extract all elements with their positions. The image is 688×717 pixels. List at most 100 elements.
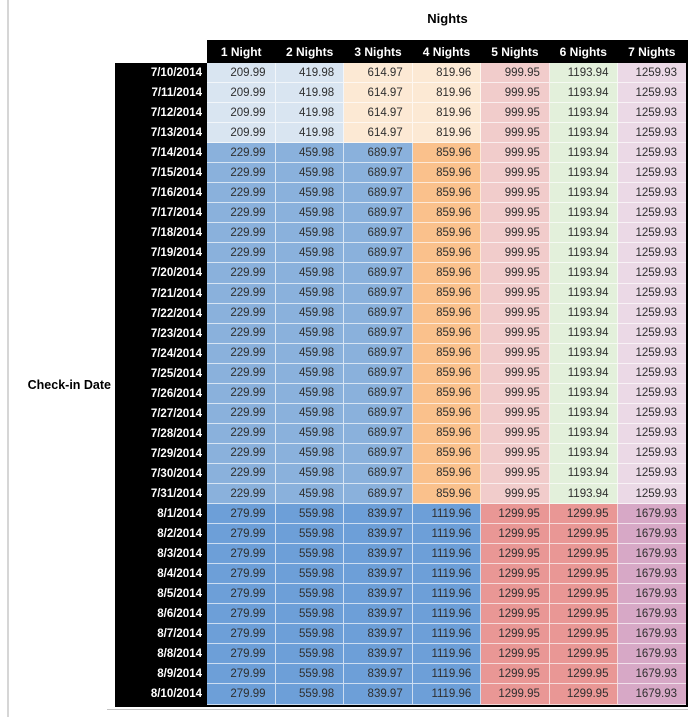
price-cell[interactable]: 999.95 <box>481 63 550 84</box>
price-cell[interactable]: 559.98 <box>275 684 345 705</box>
column-header[interactable]: 1 Night <box>207 40 276 63</box>
price-cell[interactable]: 1193.94 <box>549 403 619 424</box>
price-cell[interactable]: 419.98 <box>275 83 345 104</box>
price-cell[interactable]: 279.99 <box>207 524 276 545</box>
row-header-date[interactable]: 7/14/2014 <box>115 143 207 164</box>
row-header-date[interactable]: 8/1/2014 <box>115 504 207 525</box>
price-cell[interactable]: 1299.95 <box>481 644 550 665</box>
price-cell[interactable]: 859.96 <box>412 243 482 264</box>
row-header-date[interactable]: 7/15/2014 <box>115 163 207 184</box>
price-cell[interactable]: 1299.95 <box>481 684 550 705</box>
price-cell[interactable]: 859.96 <box>412 163 482 184</box>
price-cell[interactable]: 1299.95 <box>549 684 619 705</box>
price-cell[interactable]: 229.99 <box>207 163 276 184</box>
price-cell[interactable]: 999.95 <box>481 463 550 484</box>
price-cell[interactable]: 999.95 <box>481 443 550 464</box>
price-cell[interactable]: 1259.93 <box>618 463 687 484</box>
price-cell[interactable]: 1193.94 <box>549 243 619 264</box>
price-cell[interactable]: 1299.95 <box>549 564 619 585</box>
price-cell[interactable]: 459.98 <box>275 283 345 304</box>
price-cell[interactable]: 559.98 <box>275 564 345 585</box>
row-header-date[interactable]: 7/26/2014 <box>115 383 207 404</box>
price-cell[interactable]: 229.99 <box>207 343 276 364</box>
row-header-date[interactable]: 7/27/2014 <box>115 403 207 424</box>
price-cell[interactable]: 859.96 <box>412 423 482 444</box>
price-cell[interactable]: 1259.93 <box>618 143 687 164</box>
price-cell[interactable]: 279.99 <box>207 624 276 645</box>
price-cell[interactable]: 1299.95 <box>481 624 550 645</box>
price-cell[interactable]: 1259.93 <box>618 303 687 324</box>
price-cell[interactable]: 1259.93 <box>618 123 687 144</box>
price-cell[interactable]: 999.95 <box>481 223 550 244</box>
price-cell[interactable]: 1259.93 <box>618 183 687 204</box>
price-cell[interactable]: 1193.94 <box>549 143 619 164</box>
price-cell[interactable]: 209.99 <box>207 123 276 144</box>
price-cell[interactable]: 1259.93 <box>618 223 687 244</box>
row-header-date[interactable]: 7/19/2014 <box>115 243 207 264</box>
price-cell[interactable]: 1299.95 <box>481 524 550 545</box>
price-cell[interactable]: 999.95 <box>481 283 550 304</box>
price-cell[interactable]: 209.99 <box>207 103 276 124</box>
row-header-date[interactable]: 8/3/2014 <box>115 544 207 565</box>
row-header-date[interactable]: 8/10/2014 <box>115 684 207 705</box>
price-cell[interactable]: 819.96 <box>412 83 482 104</box>
price-cell[interactable]: 1193.94 <box>549 363 619 384</box>
row-header-date[interactable]: 7/25/2014 <box>115 363 207 384</box>
row-header-date[interactable]: 8/9/2014 <box>115 664 207 685</box>
price-cell[interactable]: 859.96 <box>412 283 482 304</box>
price-cell[interactable]: 1299.95 <box>549 624 619 645</box>
price-cell[interactable]: 1259.93 <box>618 243 687 264</box>
price-cell[interactable]: 859.96 <box>412 363 482 384</box>
price-cell[interactable]: 999.95 <box>481 123 550 144</box>
price-cell[interactable]: 459.98 <box>275 403 345 424</box>
row-header-date[interactable]: 8/6/2014 <box>115 604 207 625</box>
price-cell[interactable]: 229.99 <box>207 383 276 404</box>
row-header-date[interactable]: 7/17/2014 <box>115 203 207 224</box>
price-cell[interactable]: 1259.93 <box>618 63 687 84</box>
price-cell[interactable]: 1119.96 <box>412 644 482 665</box>
price-cell[interactable]: 999.95 <box>481 263 550 284</box>
price-cell[interactable]: 1259.93 <box>618 263 687 284</box>
price-cell[interactable]: 419.98 <box>275 63 345 84</box>
price-cell[interactable]: 999.95 <box>481 303 550 324</box>
price-cell[interactable]: 1193.94 <box>549 263 619 284</box>
row-header-date[interactable]: 7/24/2014 <box>115 343 207 364</box>
price-cell[interactable]: 1259.93 <box>618 423 687 444</box>
price-cell[interactable]: 1679.93 <box>618 504 687 525</box>
price-cell[interactable]: 1259.93 <box>618 203 687 224</box>
price-cell[interactable]: 689.97 <box>344 183 413 204</box>
price-cell[interactable]: 1299.95 <box>549 584 619 605</box>
price-cell[interactable]: 1193.94 <box>549 323 619 344</box>
price-cell[interactable]: 689.97 <box>344 263 413 284</box>
price-cell[interactable]: 689.97 <box>344 243 413 264</box>
price-cell[interactable]: 859.96 <box>412 383 482 404</box>
price-cell[interactable]: 1299.95 <box>549 544 619 565</box>
price-cell[interactable]: 1119.96 <box>412 604 482 625</box>
price-cell[interactable]: 689.97 <box>344 383 413 404</box>
price-cell[interactable]: 279.99 <box>207 664 276 685</box>
price-cell[interactable]: 1193.94 <box>549 203 619 224</box>
price-cell[interactable]: 459.98 <box>275 303 345 324</box>
price-cell[interactable]: 999.95 <box>481 83 550 104</box>
price-cell[interactable]: 459.98 <box>275 383 345 404</box>
price-cell[interactable]: 859.96 <box>412 323 482 344</box>
price-cell[interactable]: 859.96 <box>412 443 482 464</box>
price-cell[interactable]: 279.99 <box>207 604 276 625</box>
price-cell[interactable]: 689.97 <box>344 343 413 364</box>
price-cell[interactable]: 1193.94 <box>549 283 619 304</box>
price-cell[interactable]: 839.97 <box>344 584 413 605</box>
price-cell[interactable]: 859.96 <box>412 483 482 505</box>
price-cell[interactable]: 229.99 <box>207 203 276 224</box>
price-cell[interactable]: 459.98 <box>275 203 345 224</box>
price-cell[interactable]: 999.95 <box>481 203 550 224</box>
price-cell[interactable]: 839.97 <box>344 684 413 705</box>
price-cell[interactable]: 559.98 <box>275 584 345 605</box>
price-cell[interactable]: 859.96 <box>412 223 482 244</box>
price-cell[interactable]: 1193.94 <box>549 303 619 324</box>
price-cell[interactable]: 1119.96 <box>412 584 482 605</box>
price-cell[interactable]: 459.98 <box>275 143 345 164</box>
row-header-date[interactable]: 7/28/2014 <box>115 423 207 444</box>
price-cell[interactable]: 559.98 <box>275 604 345 625</box>
row-header-date[interactable]: 7/10/2014 <box>115 63 207 84</box>
row-header-date[interactable]: 7/12/2014 <box>115 103 207 124</box>
